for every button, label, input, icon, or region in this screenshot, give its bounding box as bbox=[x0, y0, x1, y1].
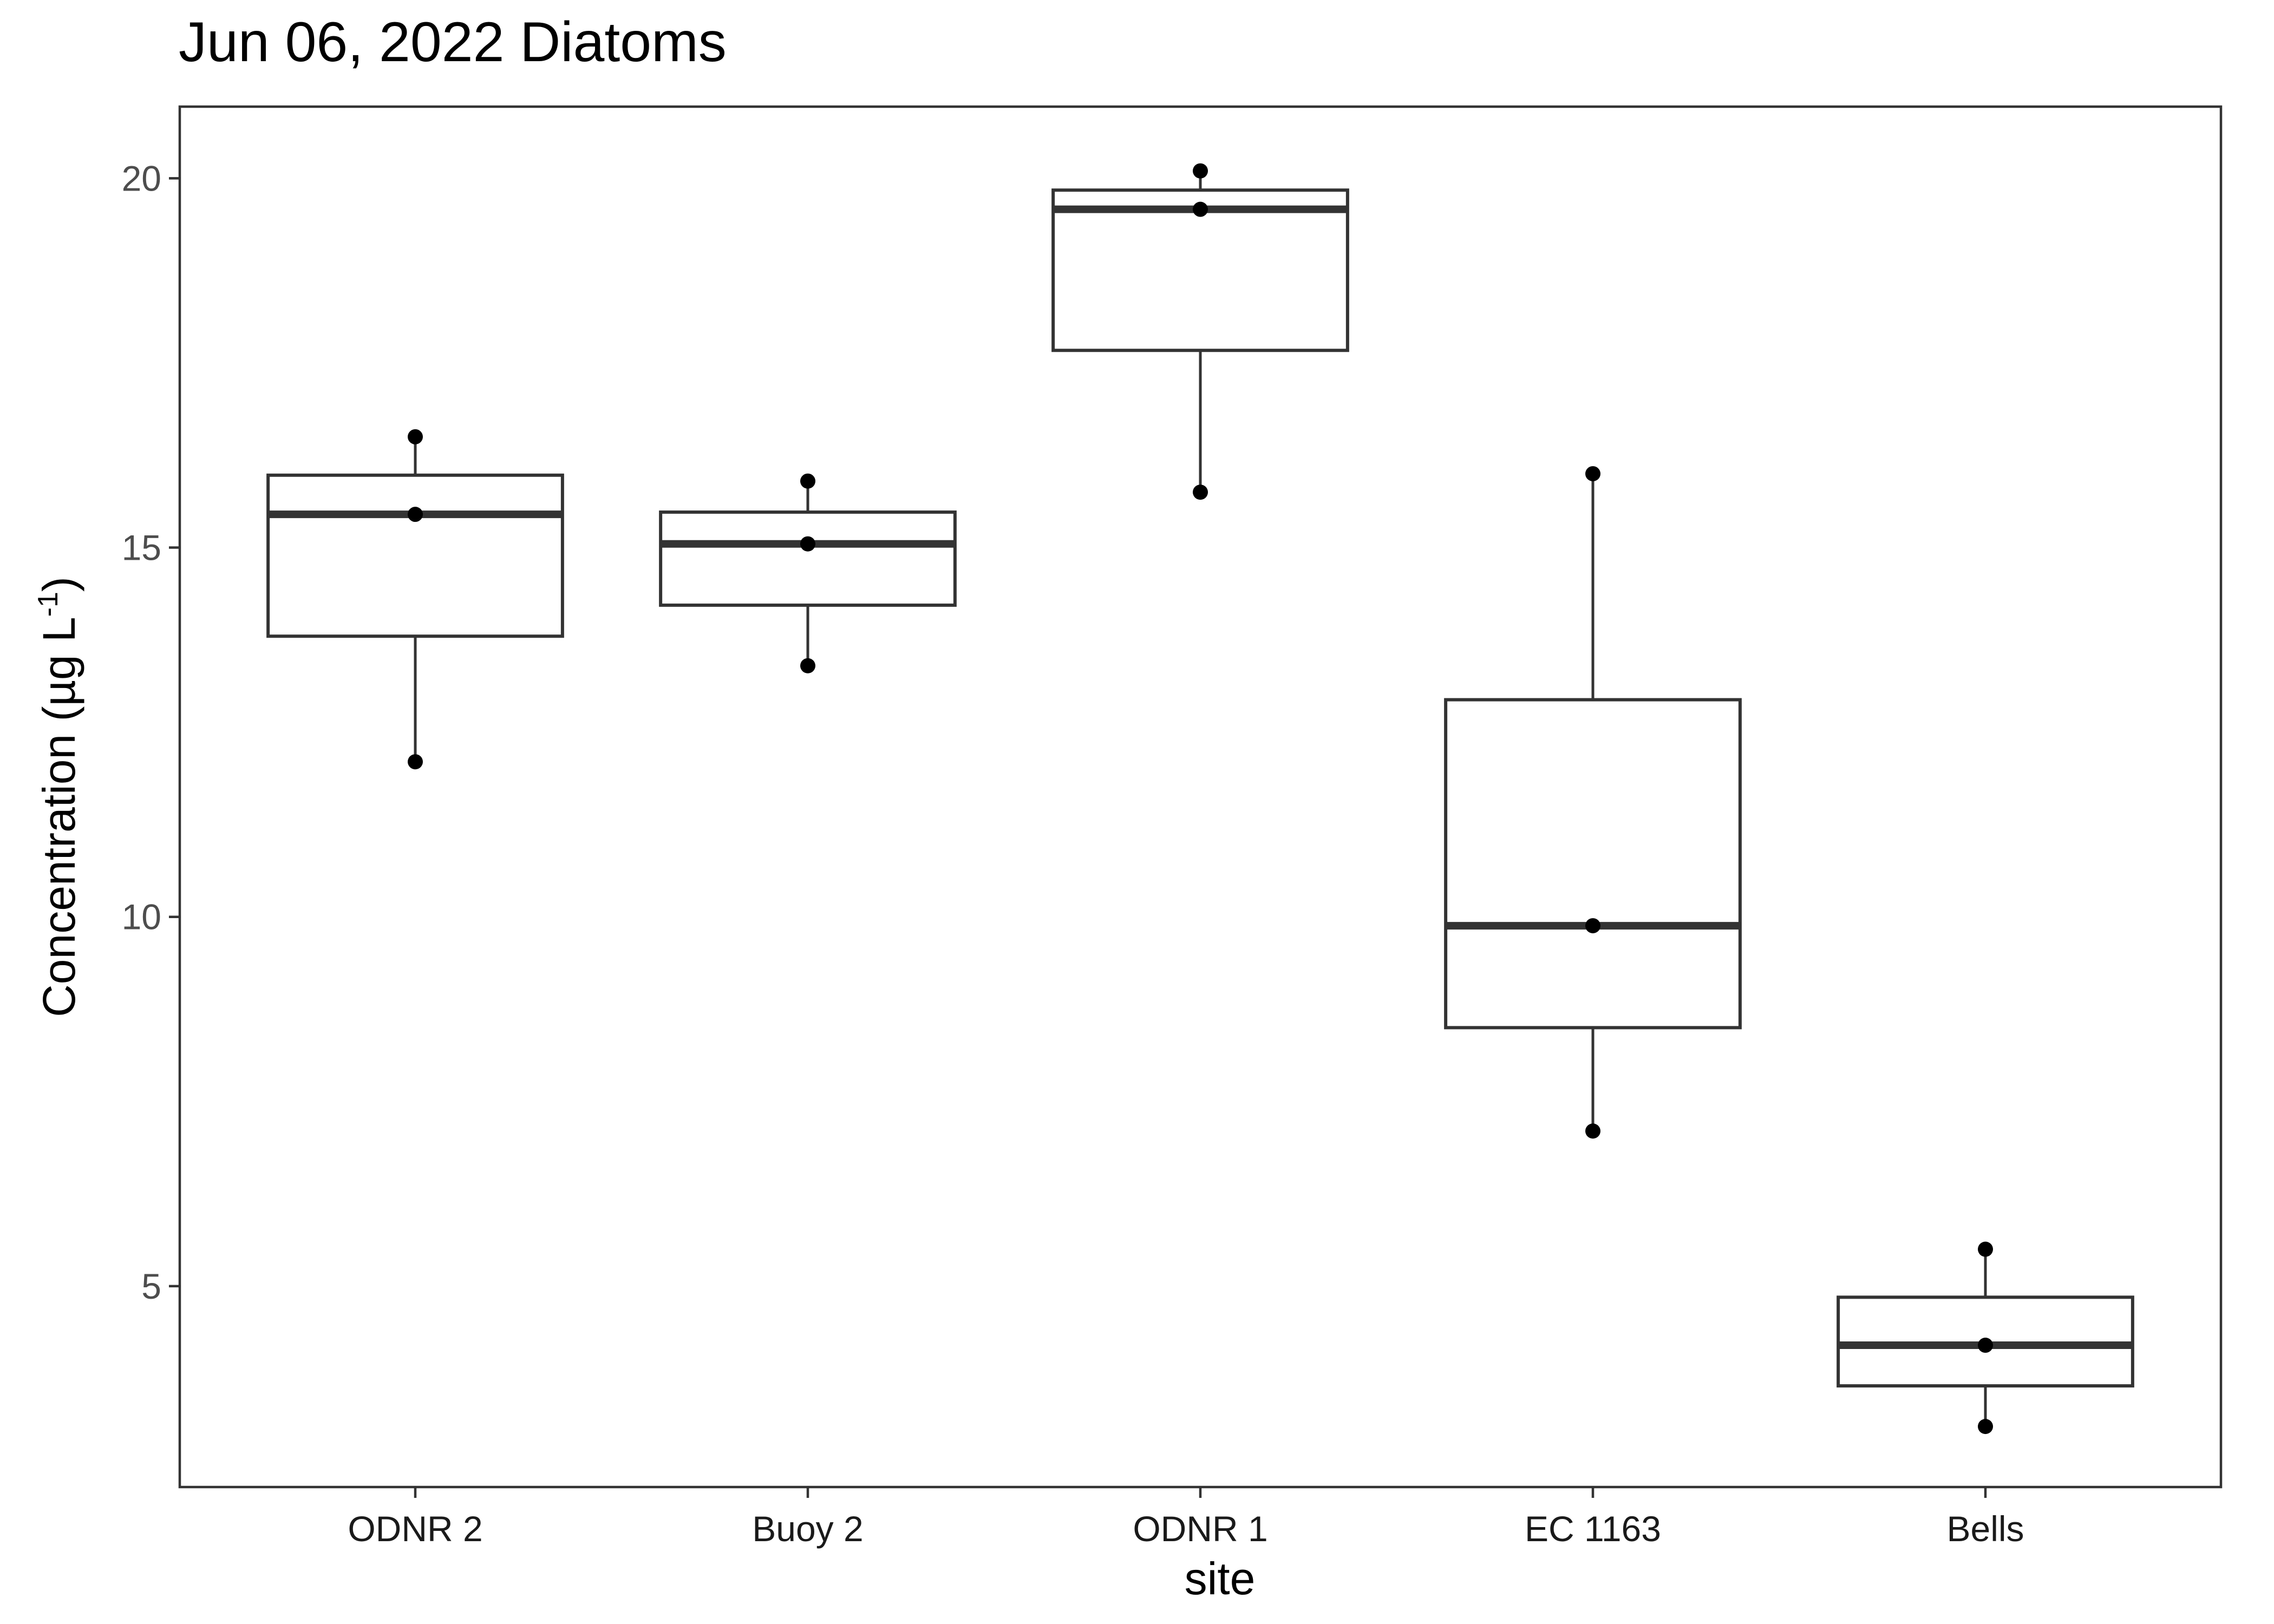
x-tick-label: Bells bbox=[1946, 1509, 2024, 1549]
y-axis-title-superscript: -1 bbox=[32, 592, 64, 617]
x-tick-label: ODNR 2 bbox=[348, 1509, 482, 1549]
data-point bbox=[1978, 1241, 1993, 1257]
boxplot-series bbox=[266, 163, 2134, 1435]
data-point bbox=[408, 507, 423, 522]
data-point bbox=[408, 754, 423, 770]
chart-title: Jun 06, 2022 Diatoms bbox=[179, 11, 727, 74]
data-point bbox=[800, 658, 815, 673]
y-tick-label: 10 bbox=[122, 897, 161, 937]
y-axis-title: Concentration (µg L-1) bbox=[32, 577, 84, 1017]
box-group bbox=[1051, 163, 1349, 500]
data-point bbox=[800, 536, 815, 552]
y-tick-label: 20 bbox=[122, 158, 161, 198]
box-iqr bbox=[266, 473, 564, 638]
data-point bbox=[1978, 1419, 1993, 1435]
data-point bbox=[1193, 163, 1208, 179]
data-point bbox=[408, 429, 423, 444]
box-group bbox=[659, 473, 957, 673]
data-point bbox=[1193, 484, 1208, 500]
y-axis-title-close: ) bbox=[34, 577, 84, 592]
data-point bbox=[800, 473, 815, 489]
box-group bbox=[1444, 466, 1742, 1139]
data-point bbox=[1193, 201, 1208, 217]
x-tick-label: EC 1163 bbox=[1525, 1509, 1661, 1549]
box-iqr bbox=[659, 510, 957, 607]
x-axis-ticks: ODNR 2 Buoy 2 ODNR 1 EC 1163 Bells bbox=[348, 1487, 2024, 1549]
box-iqr bbox=[1444, 698, 1742, 1030]
data-point bbox=[1585, 466, 1600, 482]
y-tick-label: 5 bbox=[141, 1266, 161, 1306]
box-group bbox=[1837, 1241, 2134, 1435]
y-tick-label: 15 bbox=[122, 528, 161, 568]
data-point bbox=[1978, 1338, 1993, 1353]
x-axis-title: site bbox=[1185, 1553, 1256, 1604]
x-tick-label: Buoy 2 bbox=[752, 1509, 863, 1549]
data-point bbox=[1585, 918, 1600, 934]
box-group bbox=[266, 429, 564, 770]
y-axis-title-main: Concentration (µg L bbox=[34, 617, 84, 1017]
x-tick-label: ODNR 1 bbox=[1133, 1509, 1267, 1549]
y-axis-ticks: 5 10 15 20 bbox=[122, 158, 180, 1306]
data-point bbox=[1585, 1123, 1600, 1139]
